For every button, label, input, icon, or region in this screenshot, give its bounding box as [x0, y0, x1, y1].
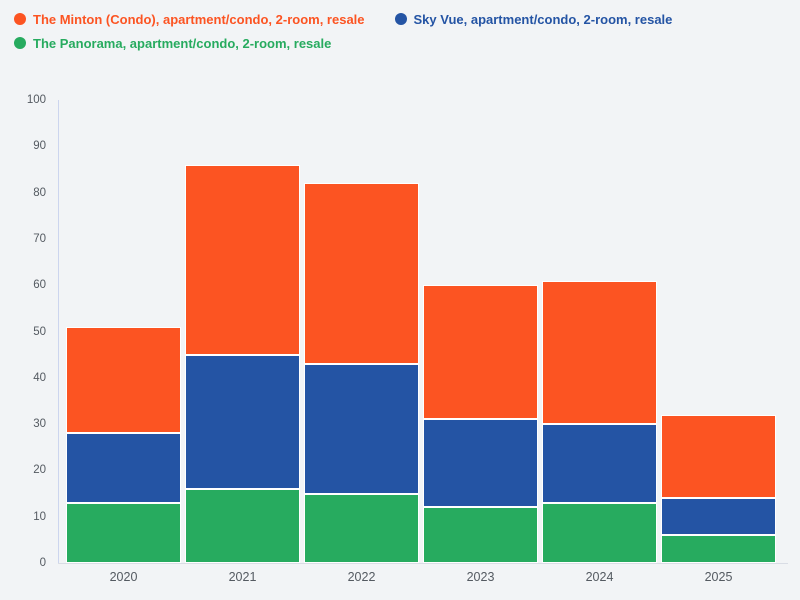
y-tick-label-60: 60	[33, 279, 46, 292]
y-tick-label-20: 20	[33, 464, 46, 477]
legend-marker-minton-icon	[14, 13, 26, 25]
legend-item-skyvue[interactable]: Sky Vue, apartment/condo, 2-room, resale	[394, 8, 673, 30]
legend-item-panorama[interactable]: The Panorama, apartment/condo, 2-room, r…	[14, 32, 331, 54]
bar-2025-panorama[interactable]	[661, 535, 776, 563]
bar-2020-minton[interactable]	[66, 326, 181, 434]
y-tick-label-80: 80	[33, 186, 46, 199]
bar-2024-panorama[interactable]	[542, 502, 657, 563]
bar-2023-minton[interactable]	[423, 285, 538, 420]
bar-2024-minton[interactable]	[542, 280, 657, 425]
bar-2021-panorama[interactable]	[185, 488, 300, 563]
x-tick-label-2023: 2023	[466, 570, 495, 584]
bar-2020-panorama[interactable]	[66, 502, 181, 563]
x-tick-label-2020: 2020	[109, 570, 138, 584]
y-tick-label-90: 90	[33, 140, 46, 153]
y-tick-label-70: 70	[33, 232, 46, 245]
bar-2023-skyvue[interactable]	[423, 419, 538, 508]
legend: The Minton (Condo), apartment/condo, 2-r…	[14, 8, 786, 54]
bar-2022-skyvue[interactable]	[304, 363, 419, 494]
x-axis-line	[58, 563, 788, 564]
bar-2020-skyvue[interactable]	[66, 433, 181, 503]
bar-2025-skyvue[interactable]	[661, 498, 776, 536]
y-axis-line	[58, 100, 59, 563]
bar-2021-minton[interactable]	[185, 164, 300, 355]
legend-marker-panorama-icon	[14, 37, 26, 49]
y-tick-label-30: 30	[33, 418, 46, 431]
legend-marker-skyvue-icon	[394, 13, 407, 25]
bar-2022-minton[interactable]	[304, 183, 419, 364]
y-tick-label-10: 10	[33, 510, 46, 523]
x-tick-label-2021: 2021	[228, 570, 257, 584]
legend-label-panorama: The Panorama, apartment/condo, 2-room, r…	[33, 35, 332, 51]
y-tick-label-50: 50	[33, 325, 46, 338]
y-tick-label-100: 100	[26, 94, 46, 106]
y-tick-label-40: 40	[33, 371, 46, 384]
bar-2024-skyvue[interactable]	[542, 424, 657, 503]
bar-2025-minton[interactable]	[661, 414, 776, 499]
x-tick-label-2024: 2024	[585, 570, 614, 584]
legend-label-minton: The Minton (Condo), apartment/condo, 2-r…	[33, 11, 365, 27]
bar-2021-skyvue[interactable]	[185, 354, 300, 489]
legend-item-minton[interactable]: The Minton (Condo), apartment/condo, 2-r…	[14, 8, 365, 30]
bar-2022-panorama[interactable]	[304, 493, 419, 563]
x-tick-label-2022: 2022	[347, 570, 376, 584]
y-tick-label-0: 0	[39, 557, 46, 569]
bar-2023-panorama[interactable]	[423, 507, 538, 563]
x-tick-label-2025: 2025	[704, 570, 733, 584]
legend-label-skyvue: Sky Vue, apartment/condo, 2-room, resale	[413, 11, 673, 27]
